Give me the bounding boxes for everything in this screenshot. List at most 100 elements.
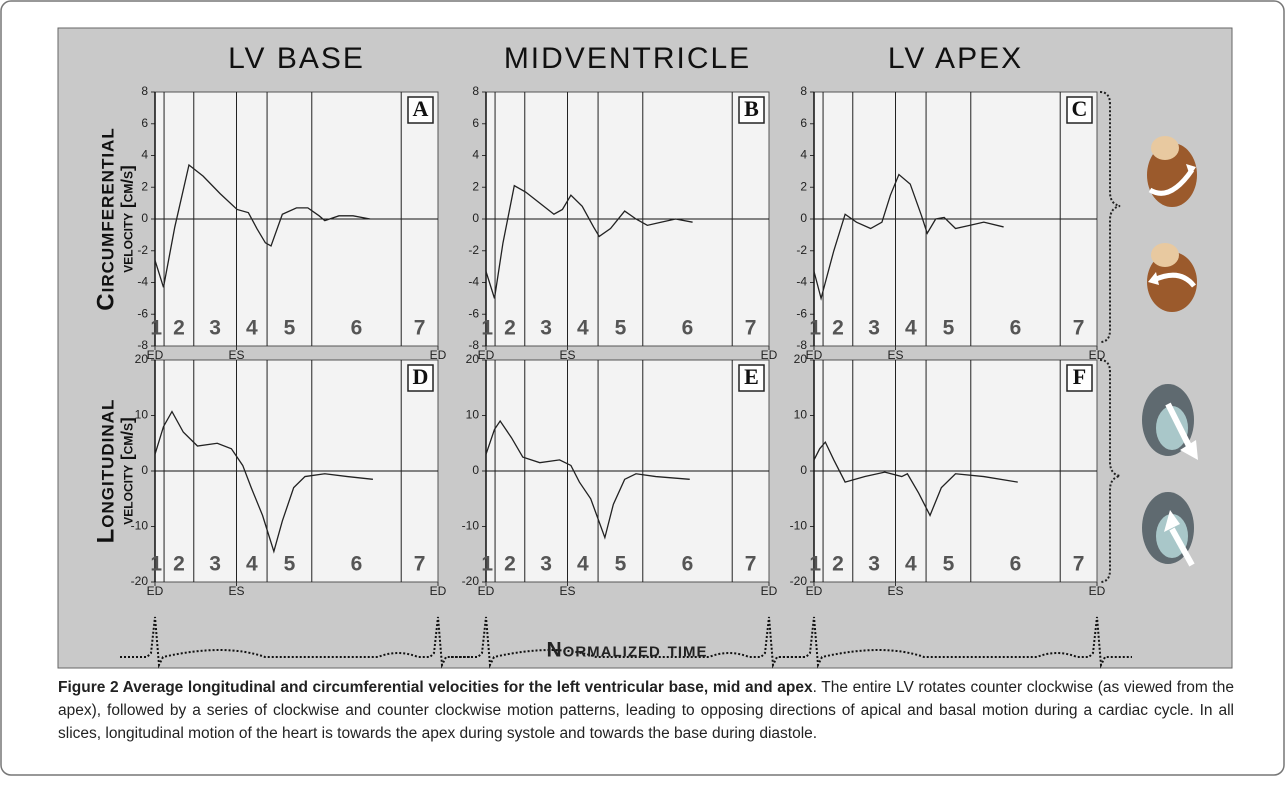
y-tick-label: 2	[800, 179, 807, 193]
x-tick-label: ED	[1089, 584, 1106, 598]
phase-label: 6	[351, 553, 363, 576]
phase-label: 1	[809, 317, 821, 340]
phase-label: 2	[832, 553, 844, 576]
panel-label: E	[744, 364, 759, 389]
y-tick-label: -10	[462, 519, 480, 533]
phase-label: 3	[540, 317, 552, 340]
panel-label: F	[1073, 364, 1086, 389]
phase-label: 1	[150, 317, 162, 340]
y-axis-label: Circumferential	[92, 127, 119, 310]
phase-label: 5	[615, 317, 627, 340]
y-tick-label: 0	[800, 211, 807, 225]
y-tick-label: 6	[800, 116, 807, 130]
y-tick-label: 8	[141, 84, 148, 98]
phase-label: 3	[209, 317, 221, 340]
y-tick-label: -6	[796, 306, 807, 320]
phase-label: 2	[173, 553, 185, 576]
y-tick-label: -2	[796, 243, 807, 257]
y-axis-label: velocity [cm/s]	[117, 417, 136, 524]
y-tick-label: -2	[137, 243, 148, 257]
panel-label: D	[413, 364, 429, 389]
y-tick-label: 2	[472, 179, 479, 193]
phase-label: 4	[905, 553, 917, 576]
page: LV BASEMIDVENTRICLELV APEX-8-6-4-202468E…	[0, 0, 1287, 792]
x-tick-label: ES	[228, 584, 244, 598]
phase-label: 1	[481, 317, 493, 340]
phase-label: 7	[414, 317, 426, 340]
phase-label: 6	[1010, 553, 1022, 576]
phase-label: 6	[1010, 317, 1022, 340]
column-title: LV APEX	[888, 42, 1023, 75]
phase-label: 7	[1073, 317, 1085, 340]
phase-label: 5	[284, 317, 296, 340]
y-axis-label: Longitudinal	[92, 399, 119, 544]
phase-label: 4	[577, 553, 589, 576]
phase-label: 1	[150, 553, 162, 576]
caption-title: Figure 2 Average longitudinal and circum…	[58, 679, 813, 696]
phase-label: 2	[173, 317, 185, 340]
y-tick-label: 10	[135, 408, 149, 422]
phase-label: 5	[284, 553, 296, 576]
phase-label: 4	[246, 317, 258, 340]
y-tick-label: -4	[468, 275, 479, 289]
phase-label: 1	[809, 553, 821, 576]
phase-label: 7	[745, 317, 757, 340]
phase-label: 1	[481, 553, 493, 576]
phase-label: 3	[868, 317, 880, 340]
x-tick-label: ES	[559, 584, 575, 598]
phase-label: 7	[1073, 553, 1085, 576]
phase-label: 4	[577, 317, 589, 340]
y-tick-label: 0	[141, 463, 148, 477]
y-tick-label: 0	[800, 463, 807, 477]
x-tick-label: ED	[147, 584, 164, 598]
phase-label: 4	[246, 553, 258, 576]
y-tick-label: 4	[800, 148, 807, 162]
figure: LV BASEMIDVENTRICLELV APEX-8-6-4-202468E…	[0, 0, 1287, 792]
phase-label: 5	[943, 553, 955, 576]
caption: Figure 2 Average longitudinal and circum…	[58, 676, 1234, 745]
phase-label: 2	[832, 317, 844, 340]
phase-label: 6	[682, 553, 694, 576]
y-tick-label: 20	[794, 352, 808, 366]
phase-label: 3	[868, 553, 880, 576]
y-tick-label: 20	[466, 352, 480, 366]
x-tick-label: ED	[806, 584, 823, 598]
panel-label: A	[413, 96, 429, 121]
y-tick-label: 10	[794, 408, 808, 422]
phase-label: 3	[209, 553, 221, 576]
y-tick-label: -10	[790, 519, 808, 533]
y-tick-label: 20	[135, 352, 149, 366]
y-axis-label: velocity [cm/s]	[117, 165, 136, 272]
phase-label: 2	[504, 553, 516, 576]
panel-label: B	[744, 96, 759, 121]
y-tick-label: 2	[141, 179, 148, 193]
x-tick-label: ED	[761, 584, 778, 598]
y-tick-label: -4	[137, 275, 148, 289]
y-tick-label: 10	[466, 408, 480, 422]
y-tick-label: 4	[472, 148, 479, 162]
y-tick-label: 4	[141, 148, 148, 162]
y-tick-label: 8	[800, 84, 807, 98]
phase-label: 5	[943, 317, 955, 340]
x-tick-label: ES	[887, 584, 903, 598]
phase-label: 7	[414, 553, 426, 576]
y-tick-label: -6	[137, 306, 148, 320]
phase-label: 2	[504, 317, 516, 340]
x-tick-label: ED	[430, 584, 447, 598]
phase-label: 6	[682, 317, 694, 340]
y-tick-label: 0	[141, 211, 148, 225]
y-tick-label: -4	[796, 275, 807, 289]
y-tick-label: 6	[141, 116, 148, 130]
y-tick-label: -6	[468, 306, 479, 320]
phase-label: 3	[540, 553, 552, 576]
y-tick-label: 8	[472, 84, 479, 98]
y-tick-label: 6	[472, 116, 479, 130]
y-tick-label: -2	[468, 243, 479, 257]
phase-label: 4	[905, 317, 917, 340]
phase-label: 7	[745, 553, 757, 576]
phase-label: 6	[351, 317, 363, 340]
y-tick-label: 0	[472, 463, 479, 477]
y-tick-label: 0	[472, 211, 479, 225]
panel-label: C	[1072, 96, 1088, 121]
column-title: LV BASE	[228, 42, 365, 75]
